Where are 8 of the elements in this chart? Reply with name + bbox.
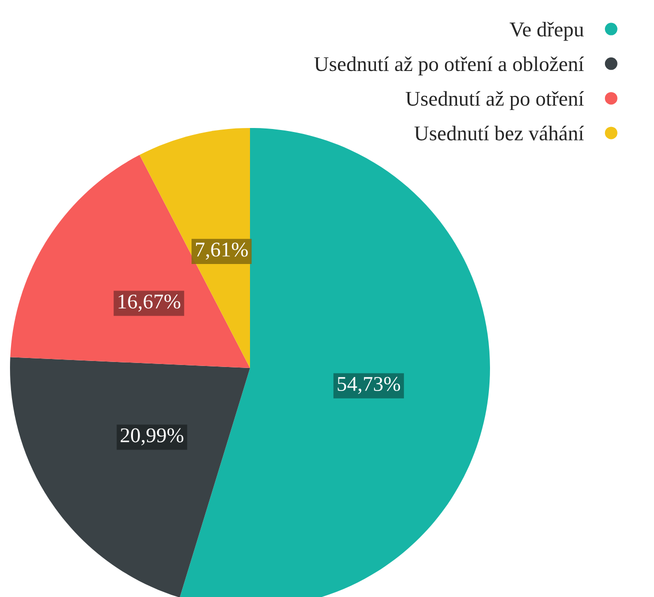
data-label: 7,61% (196, 242, 248, 260)
legend-label: Ve dřepu (510, 22, 584, 41)
legend-label: Usednutí bez váhání (414, 126, 584, 140)
legend-label: Usednutí až po otření a obložení (314, 56, 584, 76)
data-label: 16,67% (118, 294, 180, 312)
legend-label: Usednutí až po otření (406, 91, 584, 110)
data-label: 54,73% (338, 376, 400, 394)
data-label: 20,99% (120, 428, 184, 446)
